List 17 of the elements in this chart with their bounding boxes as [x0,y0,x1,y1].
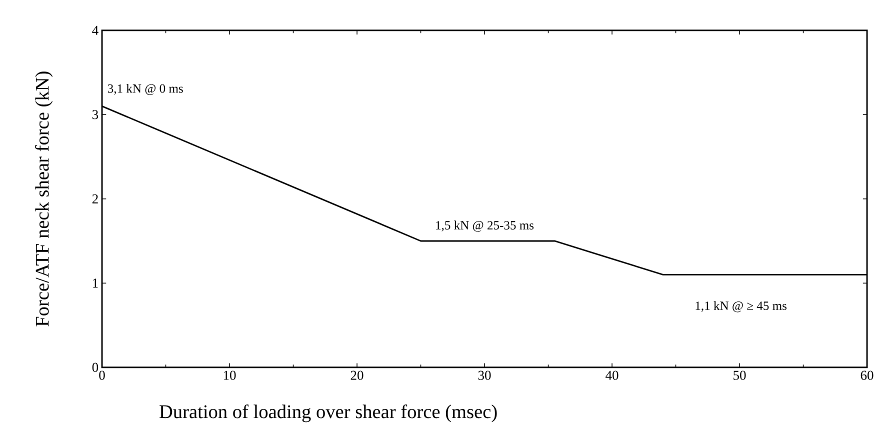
y-axis-title: Force/ATF neck shear force (kN) [35,72,53,326]
x-tick-label: 20 [350,370,364,380]
x-axis-title: Duration of loading over shear force (msec) [160,404,497,422]
x-tick-label: 50 [734,370,746,380]
annotation: 3,1 kN @ 0 ms [108,84,183,96]
x-tick-label: 0 [99,370,105,380]
annotation: 1,5 kN @ 25-35 ms [436,220,534,232]
y-tick-label: 0 [92,362,98,372]
x-tick-label: 40 [606,370,618,380]
x-tick-label: 10 [224,370,236,380]
annotation: 1,1 kN @ ≥ 45 ms [696,301,787,312]
x-tick-label: 60 [860,370,874,380]
y-tick-label: 4 [92,26,98,35]
y-tick-label: 3 [92,110,98,120]
x-tick-label: 30 [478,370,491,380]
y-tick-label: 1 [93,278,98,288]
y-tick-label: 2 [92,194,98,204]
